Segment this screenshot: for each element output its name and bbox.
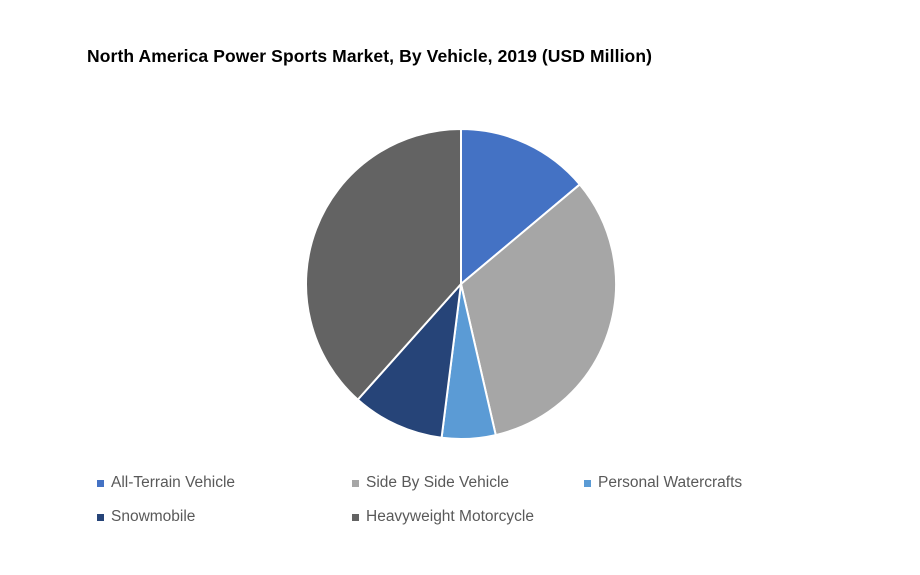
pie-slice-side-by-side-vehicle [460, 183, 617, 437]
legend-marker-all-terrain-vehicle [97, 479, 104, 487]
legend-label-snowmobile: Snowmobile [111, 508, 196, 525]
pie-svg [305, 128, 617, 440]
legend-label-personal-watercrafts: Personal Watercrafts [598, 474, 743, 491]
legend-label-heavyweight-motorcycle: Heavyweight Motorcycle [366, 508, 534, 525]
legend-label-all-terrain-vehicle: All-Terrain Vehicle [111, 474, 236, 491]
legend-marker-snowmobile [97, 513, 104, 521]
pie-slice-snowmobile [356, 283, 462, 439]
legend-label-side-by-side-vehicle: Side By Side Vehicle [366, 474, 510, 491]
pie-chart [299, 122, 623, 446]
legend-marker-personal-watercrafts [584, 479, 591, 487]
legend-item-side-by-side-vehicle: Side By Side Vehicle [352, 473, 509, 493]
chart-title: North America Power Sports Market, By Ve… [87, 46, 653, 66]
legend-item-personal-watercrafts: Personal Watercrafts [584, 473, 742, 493]
pie-slice-all-terrain-vehicle [460, 128, 581, 285]
legend-item-all-terrain-vehicle: All-Terrain Vehicle [97, 473, 235, 493]
legend-item-snowmobile: Snowmobile [97, 507, 195, 527]
legend-marker-side-by-side-vehicle [352, 479, 359, 487]
legend-marker-heavyweight-motorcycle [352, 513, 359, 521]
legend-item-heavyweight-motorcycle: Heavyweight Motorcycle [352, 507, 534, 527]
pie-slice-heavyweight-motorcycle [305, 128, 462, 401]
